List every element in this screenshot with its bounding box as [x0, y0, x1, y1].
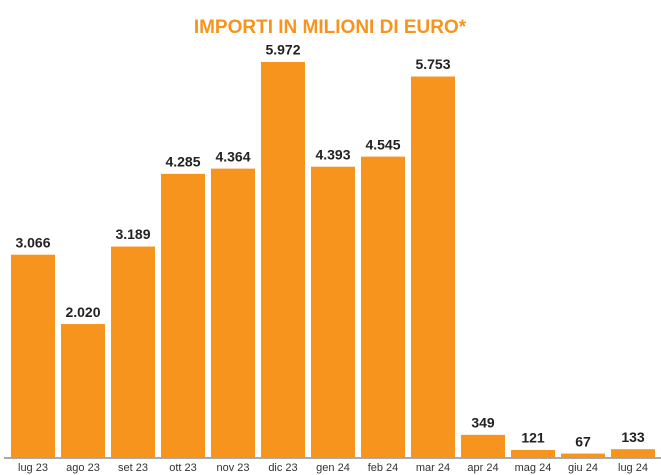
data-label: 3.189	[115, 226, 150, 242]
bar	[11, 254, 55, 458]
data-label: 133	[621, 429, 645, 445]
x-tick-label: ott 23	[169, 462, 197, 474]
bar	[111, 246, 155, 458]
x-tick-label: lug 23	[18, 462, 48, 474]
data-label: 121	[521, 430, 545, 446]
bar	[411, 76, 455, 459]
data-label: 4.545	[365, 136, 400, 152]
bar	[211, 168, 255, 458]
x-tick-label: apr 24	[467, 462, 498, 474]
bar	[461, 434, 505, 458]
x-tick-label: set 23	[118, 462, 148, 474]
x-tick-label: giu 24	[568, 462, 598, 474]
x-tick-label: lug 24	[618, 462, 648, 474]
chart-title: IMPORTI IN MILIONI DI EURO*	[194, 17, 467, 38]
data-label: 3.066	[15, 234, 50, 250]
x-tick-label: dic 23	[268, 462, 297, 474]
bar	[161, 173, 205, 459]
bar	[511, 449, 555, 458]
bar	[311, 166, 355, 458]
bar	[561, 453, 605, 458]
data-label: 4.364	[215, 148, 250, 164]
x-tick-label: mar 24	[416, 462, 450, 474]
x-tick-label: gen 24	[316, 462, 350, 474]
data-label: 4.285	[165, 154, 200, 170]
data-label: 2.020	[65, 304, 100, 320]
x-tick-label: ago 23	[66, 462, 100, 474]
bar	[361, 156, 405, 458]
data-label: 349	[471, 415, 495, 431]
data-label: 5.972	[265, 42, 300, 58]
x-tick-label: feb 24	[368, 462, 399, 474]
data-label: 5.753	[415, 56, 450, 72]
data-label: 67	[575, 433, 591, 449]
x-tick-label: mag 24	[515, 462, 552, 474]
x-tick-label: nov 23	[216, 462, 249, 474]
bar	[61, 324, 105, 458]
data-label: 4.393	[315, 146, 350, 162]
bar	[611, 449, 655, 458]
bar	[261, 62, 305, 458]
